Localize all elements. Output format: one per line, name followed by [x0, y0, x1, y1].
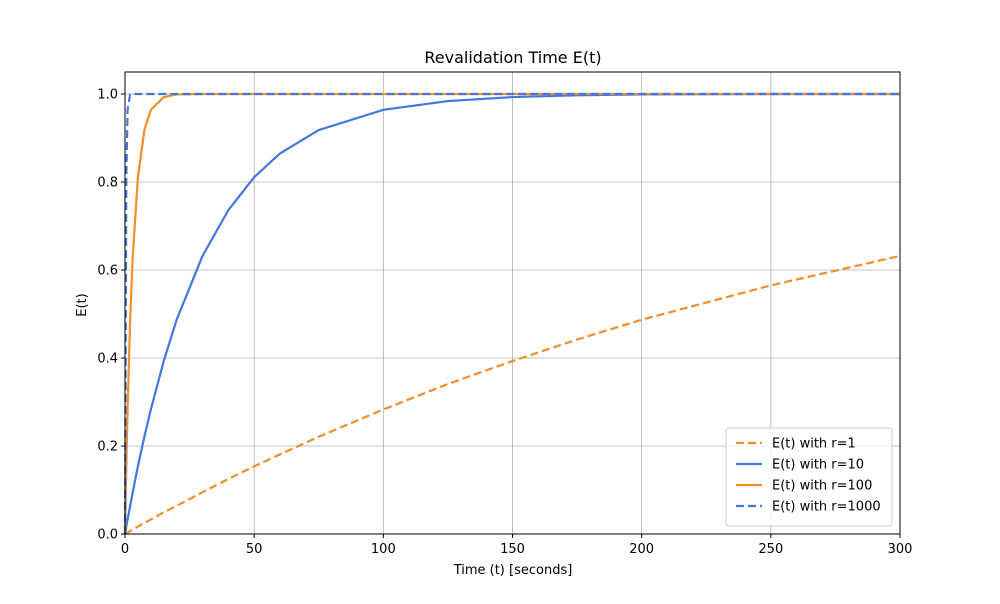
x-tick-label: 150	[500, 542, 525, 557]
y-tick-label: 0.8	[97, 176, 118, 191]
y-axis-ticks: 0.0 0.2 0.4 0.6 0.8 1.0	[97, 88, 125, 543]
x-tick-label: 300	[888, 542, 913, 557]
x-tick-label: 250	[758, 542, 783, 557]
x-tick-label: 50	[246, 542, 263, 557]
y-tick-label: 0.4	[97, 352, 118, 367]
y-tick-label: 0.0	[97, 528, 118, 543]
x-tick-label: 200	[629, 542, 654, 557]
series-lines	[123, 92, 901, 535]
x-tick-label: 100	[371, 542, 396, 557]
legend-label: E(t) with r=100	[772, 479, 872, 494]
chart-title: Revalidation Time E(t)	[424, 48, 601, 67]
y-tick-label: 1.0	[97, 88, 118, 103]
x-axis-ticks: 0 50 100 150 200 250 300	[121, 534, 913, 557]
legend-label: E(t) with r=1	[772, 437, 856, 452]
series-line-2	[123, 92, 900, 535]
x-tick-label: 0	[121, 542, 129, 557]
legend-box	[725, 427, 893, 527]
series-line-4	[123, 92, 900, 535]
legend-label: E(t) with r=10	[772, 458, 864, 473]
y-tick-label: 0.2	[97, 440, 118, 455]
series-line-1	[124, 254, 901, 535]
y-tick-label: 0.6	[97, 264, 118, 279]
legend: E(t) with r=1 E(t) with r=10 E(t) with r=1…	[725, 427, 893, 527]
y-axis-label: E(t)	[75, 293, 90, 316]
legend-label: E(t) with r=1000	[772, 500, 881, 515]
x-axis-label: Time (t) [seconds]	[453, 563, 573, 578]
